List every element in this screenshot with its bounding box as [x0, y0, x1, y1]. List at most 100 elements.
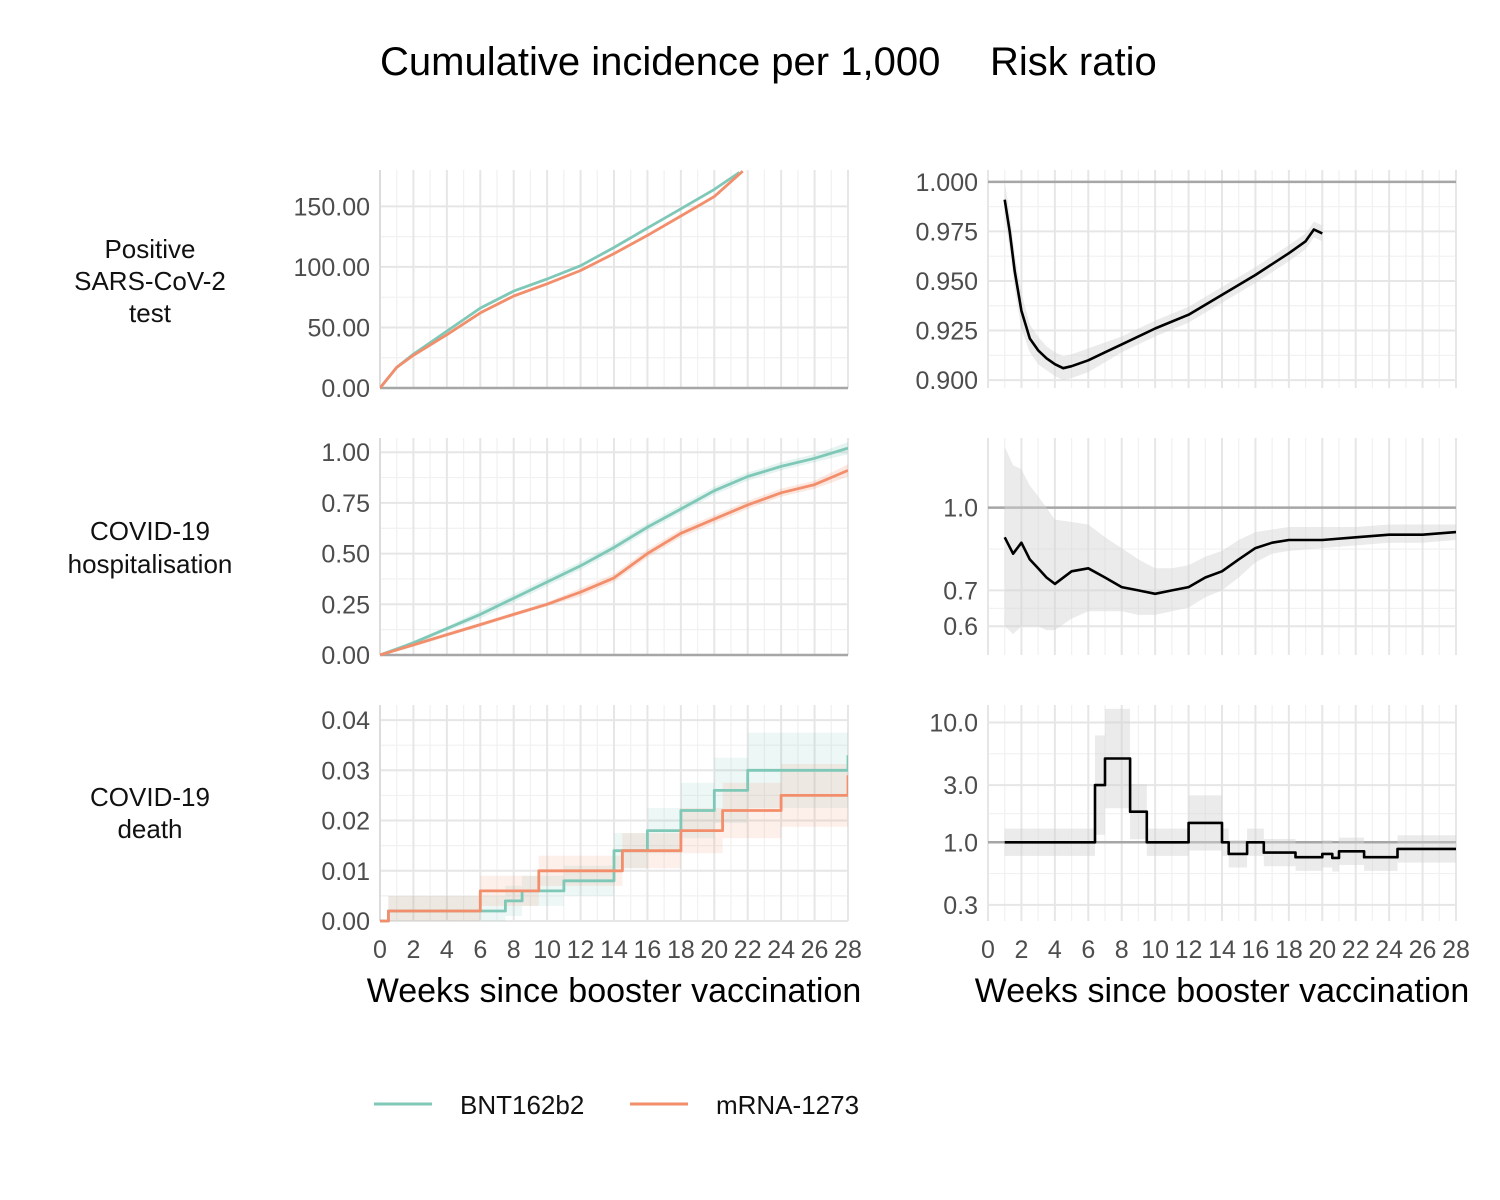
row-label-line: SARS-CoV-2 — [74, 266, 226, 296]
series-group — [1003, 446, 1456, 635]
panel-cumulative-incidence-positive-test: 0.00 50.00 100.00 150.00 — [294, 170, 849, 403]
row-label-positive-test: Positive SARS-CoV-2 test — [74, 234, 226, 328]
x-tick-label: 20 — [700, 936, 728, 964]
series-group — [1003, 181, 1323, 381]
panel-risk-ratio-positive-test: 0.900 0.925 0.950 0.975 1.000 — [915, 169, 1457, 395]
y-tick-label: 50.00 — [307, 314, 370, 342]
x-tick-label: 14 — [600, 936, 628, 964]
x-tick-label: 18 — [667, 936, 695, 964]
row-label-line: COVID-19 — [90, 782, 210, 812]
x-tick-label: 14 — [1208, 936, 1236, 964]
y-tick-label: 0.00 — [321, 908, 370, 936]
x-tick-label: 22 — [734, 936, 762, 964]
x-tick-label: 2 — [1014, 936, 1028, 964]
x-tick-label: 4 — [1048, 936, 1062, 964]
series-line-risk-ratio — [1004, 757, 1456, 860]
y-tick-label: 0.900 — [915, 367, 978, 395]
x-tick-label: 26 — [1409, 936, 1437, 964]
x-tick-label: 8 — [507, 936, 521, 964]
x-tick-label: 22 — [1342, 936, 1370, 964]
y-tick-label: 1.0 — [943, 829, 978, 857]
row-label-line: hospitalisation — [68, 549, 233, 579]
right-column-title: Risk ratio — [990, 40, 1157, 84]
x-tick-label: 12 — [1175, 936, 1203, 964]
confidence-band — [388, 895, 489, 921]
x-tick-label: 0 — [981, 936, 995, 964]
x-axis-label-left: Weeks since booster vaccination — [367, 972, 862, 1010]
x-tick-label: 8 — [1115, 936, 1129, 964]
left-column-title: Cumulative incidence per 1,000 — [380, 40, 940, 84]
y-tick-label: 1.000 — [915, 169, 978, 197]
y-tick-label: 3.0 — [943, 772, 978, 800]
series-line-mrna-1273 — [380, 170, 744, 389]
y-tick-label: 0.02 — [321, 808, 370, 836]
y-tick-label: 10.0 — [929, 709, 978, 737]
y-tick-label: 0.00 — [321, 642, 370, 670]
x-tick-label: 18 — [1275, 936, 1303, 964]
y-tick-label: 0.75 — [321, 490, 370, 518]
x-tick-label: 28 — [834, 936, 862, 964]
x-tick-label: 20 — [1308, 936, 1336, 964]
confidence-band — [488, 895, 506, 921]
x-tick-label: 24 — [1375, 936, 1403, 964]
x-tick-label: 0 — [373, 936, 387, 964]
legend-label-bnt162b2: BNT162b2 — [460, 1090, 584, 1120]
series-line-risk-ratio — [1003, 199, 1323, 370]
y-tick-label: 0.00 — [321, 375, 370, 403]
y-tick-label: 0.975 — [915, 218, 978, 246]
x-tick-label: 24 — [767, 936, 795, 964]
panel-cumulative-incidence-death: 0.000.010.020.030.040 2 4 6 8 10 12 14 16 18 20 22 2… — [321, 705, 862, 964]
confidence-band — [455, 895, 481, 921]
x-tick-label: 2 — [406, 936, 420, 964]
x-tick-label: 10 — [533, 936, 561, 964]
y-tick-label: 0.925 — [915, 318, 978, 346]
row-label-line: Positive — [104, 234, 195, 264]
y-tick-label: 0.03 — [321, 757, 370, 785]
x-tick-label: 6 — [1081, 936, 1095, 964]
series-line-mrna-1273 — [380, 469, 848, 657]
row-label-line: test — [129, 298, 172, 328]
series-line-risk-ratio — [1003, 530, 1456, 596]
series-group — [1004, 708, 1456, 872]
confidence-band — [388, 895, 456, 921]
x-axis-label-right: Weeks since booster vaccination — [975, 972, 1470, 1010]
y-tick-label: 0.50 — [321, 541, 370, 569]
x-tick-label: 26 — [801, 936, 829, 964]
x-tick-label: 16 — [634, 936, 662, 964]
row-label-line: death — [117, 814, 182, 844]
y-tick-label: 150.00 — [294, 193, 370, 221]
panel-risk-ratio-death: 0.31.03.010.00 2 4 6 8 10 12 14 16 18 20 22 24 26 28 — [929, 705, 1470, 964]
y-tick-label: 0.01 — [321, 858, 370, 886]
x-tick-label: 4 — [440, 936, 454, 964]
panel-risk-ratio-hospitalisation: 0.6 0.7 1.0 — [943, 438, 1457, 655]
y-tick-label: 0.950 — [915, 268, 978, 296]
y-tick-label: 0.04 — [321, 707, 370, 735]
y-tick-label: 0.7 — [943, 577, 978, 605]
series-group — [380, 442, 848, 657]
confidence-band — [1004, 446, 1456, 635]
y-tick-label: 1.0 — [943, 495, 978, 523]
y-tick-label: 100.00 — [294, 254, 370, 282]
x-tick-label: 6 — [473, 936, 487, 964]
x-tick-label: 28 — [1442, 936, 1470, 964]
row-label-hospitalisation: COVID-19 hospitalisation — [68, 516, 233, 579]
series-group — [380, 732, 848, 923]
row-label-death: COVID-19 death — [90, 782, 210, 844]
y-tick-label: 0.6 — [943, 613, 978, 641]
series-line-bnt162b2 — [380, 755, 848, 923]
y-tick-label: 0.3 — [943, 892, 978, 920]
x-tick-label: 12 — [567, 936, 595, 964]
x-tick-label: 10 — [1141, 936, 1169, 964]
legend-label-mrna1273: mRNA-1273 — [716, 1090, 859, 1120]
series-group — [380, 170, 744, 389]
legend: BNT162b2 mRNA-1273 — [374, 1090, 859, 1120]
series-line-bnt162b2 — [380, 446, 848, 657]
chart-panels: 0.0050.00100.00150.000.9000.9250.9500.97… — [294, 169, 1470, 964]
panel-cumulative-incidence-hospitalisation: 0.00 0.25 0.50 0.75 1.00 — [321, 438, 849, 670]
row-label-line: COVID-19 — [90, 516, 210, 546]
series-line-mrna-1273 — [380, 775, 848, 923]
confidence-band — [1004, 181, 1323, 381]
y-tick-label: 0.25 — [321, 591, 370, 619]
y-tick-label: 1.00 — [321, 439, 370, 467]
